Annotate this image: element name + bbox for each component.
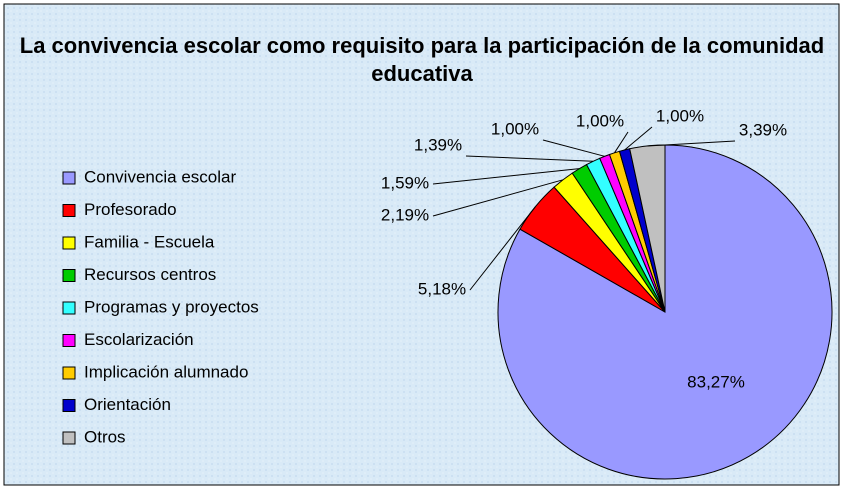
data-label: 2,19% xyxy=(381,205,429,224)
data-label: 1,00% xyxy=(491,119,539,138)
legend-swatch xyxy=(62,269,76,282)
leader-line xyxy=(614,131,629,154)
legend-label: Orientación xyxy=(84,395,171,414)
leader-line xyxy=(542,139,605,157)
data-label: 1,59% xyxy=(381,173,429,192)
data-label: 5,18% xyxy=(418,279,466,298)
legend-swatch xyxy=(62,366,76,380)
data-label: 83,27% xyxy=(687,372,745,391)
legend-label: Implicación alumnado xyxy=(84,362,248,381)
data-label: 1,00% xyxy=(576,111,624,130)
legend-label: Recursos centros xyxy=(84,265,216,284)
legend-swatch xyxy=(62,301,76,315)
leader-line xyxy=(465,155,594,162)
leader-line xyxy=(432,179,564,217)
chart-title: La convivencia escolar como requisito pa… xyxy=(19,33,825,86)
legend-label: Convivencia escolar xyxy=(84,167,236,186)
legend-swatch xyxy=(62,334,76,347)
legend-swatch xyxy=(62,399,76,412)
leader-line xyxy=(647,140,736,147)
legend-label: Profesorado xyxy=(84,200,177,219)
legend-swatch xyxy=(62,204,76,217)
legend-swatch xyxy=(62,171,76,185)
data-label: 3,39% xyxy=(739,120,787,139)
data-label: 1,39% xyxy=(414,135,462,154)
leader-line xyxy=(624,126,653,151)
legend-swatch xyxy=(62,431,76,445)
legend-label: Programas y proyectos xyxy=(84,297,259,316)
leader-line xyxy=(432,168,580,185)
data-label: 1,00% xyxy=(656,106,704,125)
legend-swatch xyxy=(62,236,76,250)
legend-label: Familia - Escuela xyxy=(84,232,215,251)
leader-line xyxy=(469,206,536,291)
legend-label: Escolarización xyxy=(84,330,194,349)
legend-label: Otros xyxy=(84,427,126,446)
